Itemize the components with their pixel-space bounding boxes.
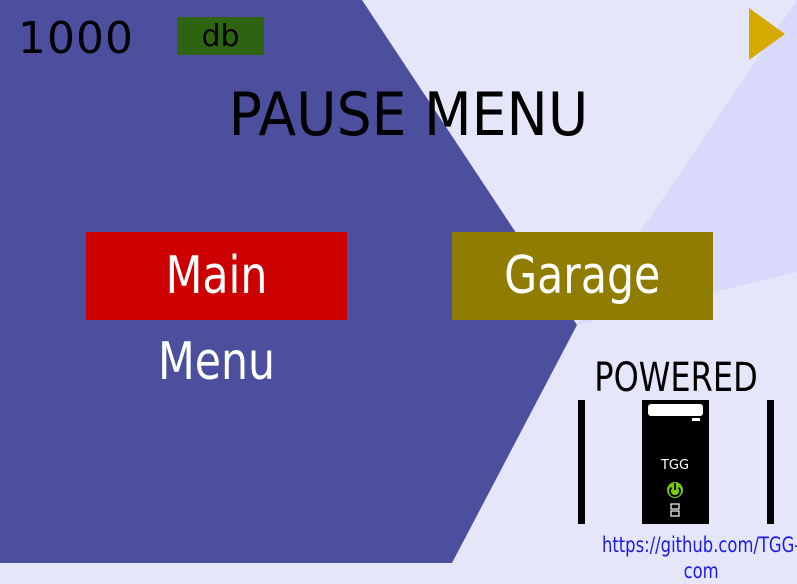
github-link[interactable]: https://github.com/TGG-com (601, 533, 797, 583)
svg-text:TGG: TGG (660, 458, 689, 473)
main-menu-label: Main Menu (157, 246, 276, 392)
tgg-logo-icon: TGG (578, 400, 774, 524)
garage-button[interactable]: Garage (452, 232, 713, 320)
score-value: 1000 (18, 13, 134, 64)
garage-label: Garage (504, 246, 661, 306)
play-icon[interactable] (749, 8, 785, 60)
page-title: PAUSE MENU (228, 80, 589, 150)
score-unit-badge: db (177, 17, 264, 55)
main-menu-button[interactable]: Main Menu (86, 232, 347, 392)
